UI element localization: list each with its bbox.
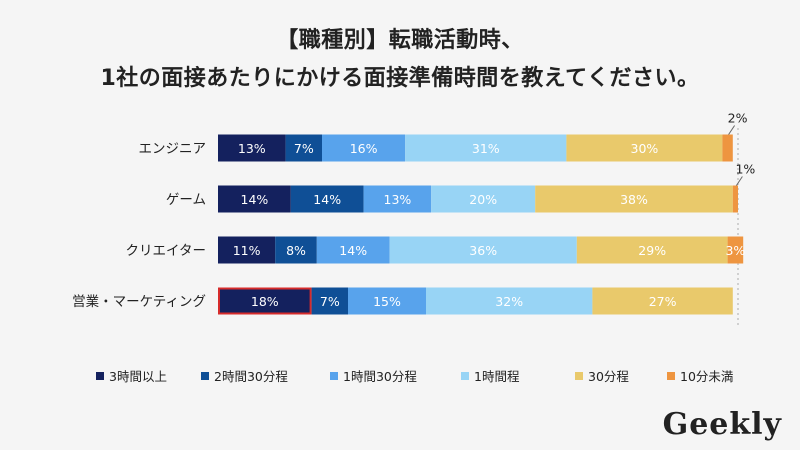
leader-line-0 — [728, 125, 736, 135]
data-label-3-2: 15% — [373, 294, 401, 309]
data-label-2-0: 11% — [233, 243, 261, 258]
data-label-3-0: 18% — [251, 294, 279, 309]
bar-segment-0-3 — [405, 134, 567, 162]
bar-segment-0-0 — [218, 134, 286, 162]
data-label-3-1: 7% — [320, 294, 340, 309]
bar-segment-3-0 — [218, 287, 312, 315]
bar-segment-3-2 — [348, 287, 426, 315]
legend-label: 10分未満 — [680, 369, 734, 384]
category-label-1: ゲーム — [166, 192, 206, 208]
legend-item-2: 1時間30分程 — [330, 366, 417, 385]
category-label-2: クリエイター — [126, 243, 206, 259]
bar-segment-1-2 — [363, 185, 432, 213]
legend-swatch — [96, 371, 104, 380]
highlight-box — [218, 287, 312, 315]
bar-segment-2-2 — [316, 236, 390, 264]
bar-segment-1-1 — [290, 185, 364, 213]
bar-segment-3-3 — [426, 287, 593, 315]
data-label-1-0: 14% — [241, 192, 269, 207]
category-label-3: 営業・マーケティング — [72, 294, 206, 310]
data-label-3-3: 32% — [495, 294, 523, 309]
geekly-logo: Geekly — [662, 407, 782, 442]
legend-item-1: 2時間30分程 — [201, 366, 288, 385]
chart-legend: 3時間以上 2時間30分程 1時間30分程 1時間程 30分程 10分未満 — [0, 366, 800, 386]
leader-line-1 — [735, 176, 743, 186]
legend-swatch — [667, 371, 675, 380]
data-label-2-2: 14% — [339, 243, 367, 258]
bar-segment-0-4 — [566, 134, 723, 162]
bar-segment-3-1 — [311, 287, 348, 315]
legend-swatch — [461, 371, 469, 380]
stacked-bar-chart: エンジニア 13% 7% 16% 31% 30% 2% ゲーム 14% 14% 13% 20% 38% 1… — [72, 111, 755, 326]
data-label-2-1: 8% — [286, 243, 306, 258]
legend-label: 3時間以上 — [109, 369, 167, 384]
bar-segment-1-0 — [218, 185, 291, 213]
data-label-0-0: 13% — [238, 141, 266, 156]
chart-title-line-1: 【職種別】転職活動時、 — [276, 28, 524, 53]
legend-swatch — [201, 371, 209, 380]
legend-label: 1時間程 — [474, 369, 520, 384]
bar-segment-2-4 — [576, 236, 728, 264]
bar-segment-1-5 — [732, 185, 738, 213]
data-label-0-1: 7% — [294, 141, 314, 156]
bar-segment-2-5 — [727, 236, 744, 264]
legend-item-0: 3時間以上 — [96, 366, 167, 385]
data-label-1-3: 20% — [469, 192, 497, 207]
data-label-1-5: 1% — [735, 162, 755, 177]
bar-segment-0-1 — [285, 134, 322, 162]
data-label-2-5: 3% — [725, 243, 745, 258]
bar-segment-0-5 — [722, 134, 733, 162]
chart-title-line-2: 1社の面接あたりにかける面接準備時間を教えてください。 — [100, 66, 700, 91]
category-label-0: エンジニア — [139, 141, 207, 157]
data-label-2-4: 29% — [638, 243, 666, 258]
legend-swatch — [330, 371, 338, 380]
data-label-1-4: 38% — [620, 192, 648, 207]
legend-label: 2時間30分程 — [214, 369, 288, 384]
bar-segment-1-4 — [535, 185, 733, 213]
bar-segment-2-3 — [389, 236, 577, 264]
legend-label: 30分程 — [588, 369, 629, 384]
legend-swatch — [575, 371, 583, 380]
bar-segment-0-2 — [322, 134, 406, 162]
data-label-2-3: 36% — [469, 243, 497, 258]
data-label-3-4: 27% — [649, 294, 677, 309]
legend-item-5: 10分未満 — [667, 366, 733, 385]
data-label-0-3: 31% — [472, 141, 500, 156]
data-label-0-2: 16% — [350, 141, 378, 156]
bar-segment-2-0 — [218, 236, 276, 264]
data-label-0-5: 2% — [728, 111, 748, 126]
legend-item-3: 1時間程 — [461, 366, 519, 385]
legend-label: 1時間30分程 — [343, 369, 417, 384]
data-label-0-4: 30% — [631, 141, 659, 156]
bar-segment-2-1 — [275, 236, 317, 264]
bar-segment-3-4 — [592, 287, 733, 315]
data-label-1-1: 14% — [313, 192, 341, 207]
bar-segment-1-3 — [431, 185, 536, 213]
data-label-1-2: 13% — [384, 192, 412, 207]
legend-item-4: 30分程 — [575, 366, 629, 385]
